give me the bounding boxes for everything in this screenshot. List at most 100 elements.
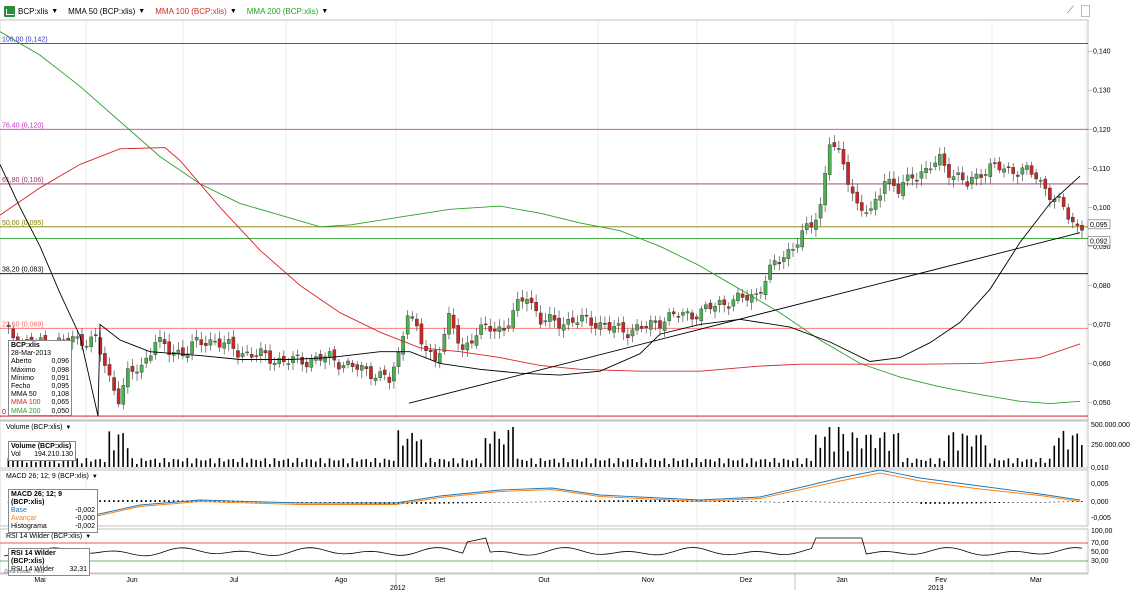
macd-histogram-bar [246,501,248,503]
candle-body [213,340,217,343]
candle-body [323,356,327,363]
volume-bar [324,463,326,467]
candle-body [681,312,685,316]
price-tick-label: 0,130 [1093,88,1111,95]
macd-histogram-bar [512,502,514,503]
candle-body [662,321,667,331]
panel-settings-icon[interactable] [1081,5,1090,17]
macd-histogram-bar [149,500,152,502]
macd-row-base: Base -0,002 [11,507,95,515]
volume-bar [975,435,978,467]
macd-histogram-bar [1025,502,1028,503]
macd-panel-frame [0,469,1089,527]
volume-bar [608,458,611,467]
candle-body [112,377,116,391]
volume-bar [535,463,537,467]
macd-histogram-bar [741,501,744,502]
macd-histogram-bar [507,502,510,503]
candle-body [713,306,717,312]
volume-bar [392,460,395,467]
volume-bar [12,460,14,467]
candle-body [873,198,878,210]
macd-histogram-bar [869,502,872,503]
month-tick-label: Dez [740,577,753,584]
macd-histogram-bar [590,500,592,502]
candle-body [318,354,323,361]
volume-bar [347,463,349,467]
macd-histogram-bar [860,502,863,503]
rsi-line [3,537,1083,557]
rsi-panel-title[interactable]: RSI 14 Wilder (BCP:xlis) ▼ [6,533,91,540]
month-tick-label: Jun [126,577,137,584]
volume-bar [301,462,303,467]
macd-histogram-bar [103,500,106,502]
candle-body [282,355,286,363]
volume-bar [103,462,106,467]
macd-histogram-bar [108,500,111,502]
candle-body [726,306,731,309]
symbol-selector[interactable]: BCP:xlis ▼ [18,7,58,16]
volume-bar [649,458,652,467]
macd-histogram-bar [126,500,129,502]
candle-body [607,322,612,331]
price-tick-label: 0,140 [1093,49,1111,56]
volume-bar [773,458,776,467]
macd-histogram-bar [778,501,780,503]
candle-body [259,348,263,356]
volume-panel-title[interactable]: Volume (BCP:xlis) ▼ [6,424,71,431]
candle-body [364,366,369,369]
volume-bar [1016,458,1019,467]
volume-bar [1025,459,1028,467]
candle-body [538,312,543,325]
candle-body [474,335,479,346]
candle-body [327,351,332,358]
macd-histogram-bar [599,500,601,502]
volume-bar [736,460,739,467]
info-key: MMA 100 [11,399,41,407]
candle-body [557,317,561,329]
candle-body [1048,187,1052,200]
candle-body [401,336,405,355]
volume-bar [493,431,496,467]
macd-histogram-bar [782,502,785,503]
volume-bar [613,463,615,467]
indicator-mma200-selector[interactable]: MMA 200 (BCP:xlis) ▼ [247,7,329,16]
trend-icon[interactable]: ⟋ [1067,5,1074,16]
month-tick-label: Nov [642,577,655,584]
macd-panel-title[interactable]: MACD 26; 12; 9 (BCP:xlis) ▼ [6,473,98,480]
candle-body [901,181,905,197]
rsi-tick-label: 30,00 [1091,558,1109,565]
volume-bar [168,462,170,467]
volume-bar [314,461,317,467]
macd-histogram-bar [879,502,881,503]
volume-bar [466,460,468,467]
candle-body [584,315,589,317]
chart-type-icon[interactable] [4,5,15,17]
volume-bar [636,462,638,467]
chart-toolbar: BCP:xlis ▼ MMA 50 (BCP:xlis) ▼ MMA 100 (… [0,0,1134,22]
candle-body [676,315,681,318]
macd-histogram-bar [828,501,831,503]
candle-body [837,148,841,150]
macd-histogram-bar [837,502,840,503]
price-info-box: BCP:xlis 28-Mar-2013 Aberto 0,096 Máximo 0… [8,340,72,416]
candle-body [93,334,98,337]
candle-body [626,334,630,339]
candle-body [860,202,864,211]
macd-histogram-bar [1003,502,1005,503]
candle-body [759,292,763,294]
macd-histogram-bar [585,500,588,502]
indicator-mma50-selector[interactable]: MMA 50 (BCP:xlis) ▼ [68,7,145,16]
candle-body [612,326,616,333]
volume-bar [663,458,666,467]
year-label-2012: 2012 [390,585,406,592]
macd-histogram-bar [727,500,730,502]
macd-histogram-bar [434,502,436,504]
volume-bar [351,458,354,467]
candle-body [947,164,951,178]
month-tick-label: Mai [34,577,46,584]
macd-histogram-bar [975,502,978,504]
indicator-mma100-selector[interactable]: MMA 100 (BCP:xlis) ▼ [155,7,237,16]
candle-body [208,339,213,346]
volume-bar [801,463,803,467]
